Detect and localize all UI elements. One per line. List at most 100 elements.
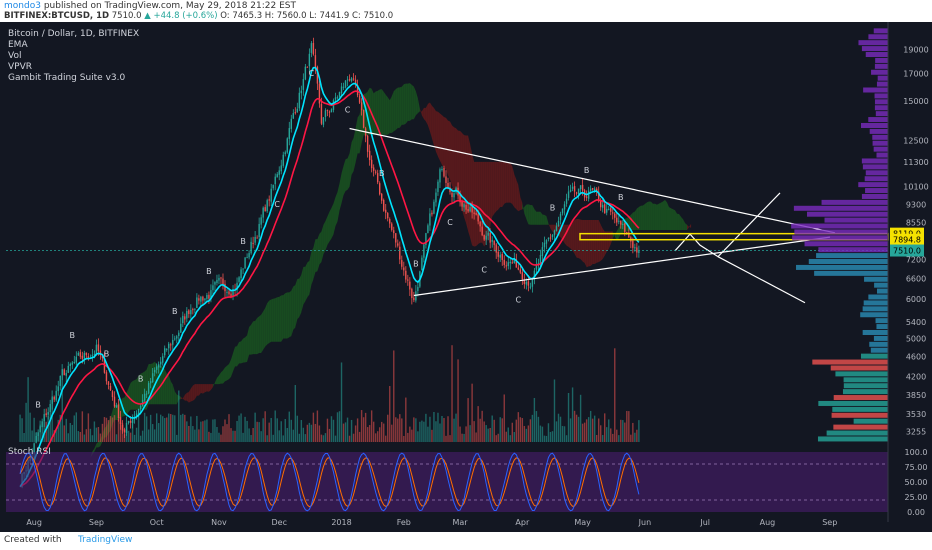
candle-body	[459, 194, 461, 203]
cloud-segment	[229, 359, 232, 380]
candle-body	[41, 421, 43, 428]
volume-bar	[527, 425, 530, 442]
tradingview-logo[interactable]: TradingView	[78, 535, 133, 545]
cloud-segment	[435, 111, 438, 157]
cloud-segment	[259, 314, 262, 353]
vpvr-bar	[826, 430, 888, 436]
cloud-segment	[638, 205, 641, 231]
candle-body	[296, 108, 299, 113]
volume-bar	[477, 406, 479, 442]
cloud-segment	[323, 221, 326, 255]
candle-body	[129, 420, 132, 423]
candle-body	[563, 204, 566, 210]
candle-body	[164, 348, 166, 356]
vpvr-bar	[876, 288, 888, 294]
candle-body	[521, 272, 524, 280]
volume-bar	[99, 433, 102, 442]
candle-body	[495, 244, 497, 253]
cloud-segment	[379, 89, 382, 135]
candle-body	[372, 167, 375, 171]
candle-body	[485, 235, 487, 240]
cloud-segment	[96, 441, 99, 448]
cloud-segment	[538, 211, 541, 225]
cloud-segment	[417, 98, 420, 114]
volume-bar	[389, 386, 391, 442]
candle-body	[170, 344, 172, 346]
time-axis-tick: Jun	[638, 518, 652, 527]
volume-bar	[109, 415, 112, 442]
vpvr-bar	[863, 87, 888, 93]
volume-bar	[630, 434, 632, 442]
candle-body	[479, 221, 481, 227]
volume-bar	[638, 420, 640, 442]
signal-marker: C	[345, 105, 351, 114]
time-axis-tick: Aug	[760, 518, 776, 527]
cloud-segment	[443, 116, 446, 170]
volume-bar	[113, 415, 116, 442]
volume-bar	[415, 418, 417, 442]
signal-marker: B	[240, 237, 246, 246]
volume-bar	[123, 434, 126, 442]
candle-body	[634, 247, 636, 249]
cloud-segment	[586, 219, 589, 268]
vpvr-bar	[868, 294, 888, 300]
quote-line: BITFINEX:BTCUSD, 1D 7510.0 ▲ +44.8 (+0.6…	[4, 11, 393, 21]
candle-body	[119, 417, 122, 425]
cloud-segment	[588, 219, 591, 267]
candle-body	[383, 199, 385, 211]
vpvr-bar	[817, 436, 888, 442]
candle-body	[308, 53, 311, 67]
cloud-segment	[381, 89, 384, 135]
vpvr-bar	[868, 34, 888, 40]
candle-body	[581, 184, 584, 191]
candle-body	[411, 288, 413, 299]
volume-bar	[155, 413, 158, 442]
candle-body	[224, 283, 226, 292]
candle-body	[491, 239, 493, 242]
volume-bar	[270, 418, 272, 442]
vpvr-bar	[832, 406, 888, 412]
cloud-segment	[204, 384, 207, 393]
vpvr-bar	[864, 276, 888, 282]
cloud-segment	[243, 337, 246, 363]
candle-body	[346, 79, 349, 81]
cloud-segment	[174, 391, 177, 405]
volume-bar	[139, 435, 142, 442]
cloud-segment	[180, 396, 183, 400]
volume-bar	[411, 429, 413, 442]
cloud-segment	[237, 341, 240, 367]
cloud-segment	[307, 260, 310, 298]
candle-body	[533, 270, 536, 280]
volume-bar	[591, 418, 594, 442]
volume-bar	[433, 411, 435, 442]
volume-bar	[278, 430, 280, 442]
volume-bar	[344, 422, 347, 442]
cloud-segment	[425, 103, 428, 126]
candle-body	[571, 186, 574, 189]
vpvr-bar	[873, 146, 888, 152]
cloud-segment	[327, 211, 330, 245]
cloud-segment	[162, 366, 165, 405]
candle-body	[328, 111, 331, 113]
volume-bar	[264, 411, 266, 442]
volume-bar	[417, 431, 419, 442]
stoch-band	[6, 452, 888, 512]
candle-body	[589, 188, 592, 191]
volume-bar	[485, 425, 487, 442]
cloud-segment	[287, 292, 290, 339]
cloud-segment	[652, 203, 655, 231]
author-name[interactable]: mondo3	[4, 1, 41, 11]
volume-bar	[585, 419, 588, 442]
cloud-segment	[512, 166, 515, 208]
cloud-segment	[188, 388, 191, 403]
volume-bar	[553, 379, 556, 442]
candle-body	[439, 169, 441, 183]
price-label-box	[890, 244, 924, 257]
cloud-segment	[222, 367, 225, 384]
candle-body	[487, 232, 489, 236]
cloud-segment	[239, 341, 242, 364]
candle-body	[463, 204, 465, 208]
cloud-segment	[658, 202, 661, 231]
candle-body	[53, 396, 55, 400]
